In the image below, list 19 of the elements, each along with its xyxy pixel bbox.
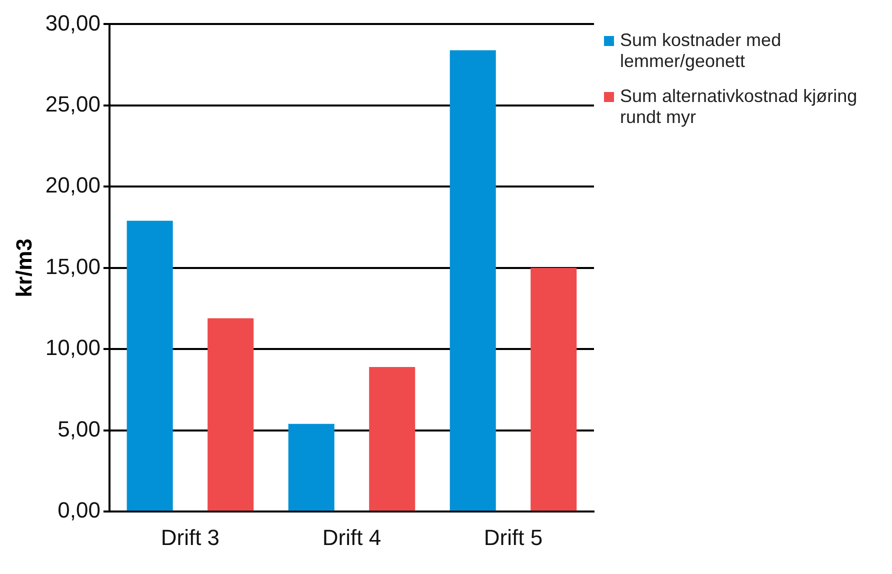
legend-label: Sum alternativkostnad kjøring rundt myr xyxy=(620,86,858,128)
y-tick-label: 5,00 xyxy=(58,416,100,442)
bar xyxy=(530,268,577,511)
y-axis-title: kr/m3 xyxy=(11,238,36,298)
x-tick-label: Drift 3 xyxy=(160,524,220,550)
y-tick-label: 25,00 xyxy=(45,91,100,116)
x-tick-label: Drift 4 xyxy=(322,524,382,550)
y-tick-label: 0,00 xyxy=(58,498,100,523)
bar xyxy=(288,424,334,511)
bar xyxy=(369,367,416,511)
y-tick-label: 30,00 xyxy=(45,10,100,36)
x-tick-label: Drift 5 xyxy=(484,524,543,550)
y-tick-label: 15,00 xyxy=(45,254,100,279)
legend-label: Sum kostnader med lemmer/geonett xyxy=(620,30,782,72)
bar xyxy=(450,50,496,511)
y-tick-label: 10,00 xyxy=(45,335,100,360)
bar xyxy=(208,318,254,511)
y-tick-label: 20,00 xyxy=(45,172,100,198)
bar xyxy=(126,220,173,511)
